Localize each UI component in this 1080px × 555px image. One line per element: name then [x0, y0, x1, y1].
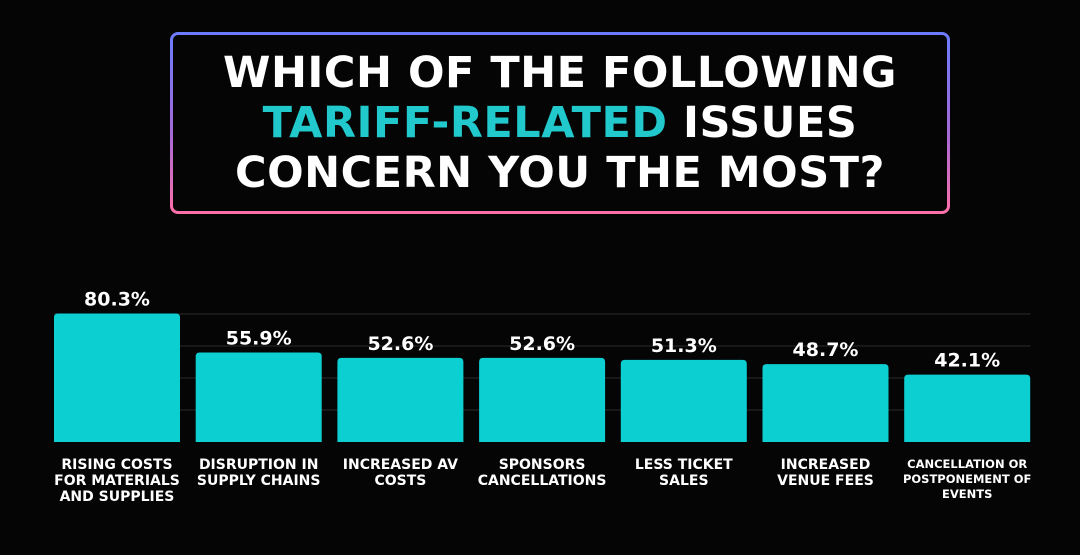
- value-label: 42.1%: [934, 350, 1000, 372]
- value-labels: 80.3% 55.9% 52.6% 52.6% 51.3% 48.7% 42.1%: [84, 289, 1000, 372]
- category-label: INCREASED AV COSTS: [342, 457, 459, 489]
- category-label: INCREASED VENUE FEES: [777, 457, 874, 489]
- bar: [195, 352, 322, 442]
- value-label: 80.3%: [84, 289, 150, 311]
- title-frame: WHICH OF THE FOLLOWING TARIFF-RELATED IS…: [170, 32, 950, 214]
- category-label: SPONSORS CANCELLATIONS: [477, 457, 607, 489]
- value-label: 52.6%: [367, 333, 433, 355]
- category-label: LESS TICKET SALES: [634, 457, 733, 489]
- bar: [620, 359, 747, 442]
- category-label: CANCELLATION OR POSTPONEMENT OF EVENTS: [902, 457, 1032, 501]
- bar: [904, 374, 1031, 442]
- title-highlight: TARIFF-RELATED: [262, 98, 668, 148]
- title-line-2: TARIFF-RELATED ISSUES: [263, 98, 858, 148]
- title-line-3: CONCERN YOU THE MOST?: [235, 148, 885, 198]
- bar: [337, 357, 464, 442]
- value-label: 48.7%: [793, 339, 859, 361]
- title-line-1: WHICH OF THE FOLLOWING: [223, 48, 897, 98]
- category-label: DISRUPTION IN SUPPLY CHAINS: [196, 457, 321, 489]
- bars: [54, 313, 1031, 442]
- title-panel: WHICH OF THE FOLLOWING TARIFF-RELATED IS…: [173, 35, 947, 211]
- title-line-2-rest: ISSUES: [667, 98, 858, 148]
- bar: [54, 313, 180, 442]
- category-label: RISING COSTS FOR MATERIALS AND SUPPLIES: [54, 457, 180, 505]
- value-label: 51.3%: [651, 335, 717, 357]
- value-label: 52.6%: [509, 333, 575, 355]
- bar: [479, 357, 606, 442]
- bar: [762, 364, 889, 442]
- value-label: 55.9%: [226, 328, 292, 350]
